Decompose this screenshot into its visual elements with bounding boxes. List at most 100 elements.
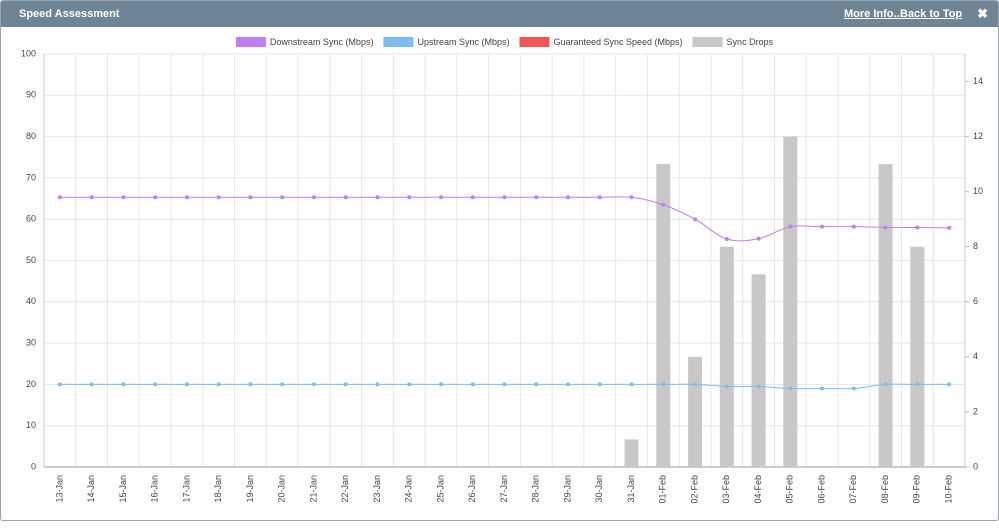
y2-tick-label: 10 — [973, 186, 983, 196]
x-tick-label: 27-Jan — [499, 475, 509, 503]
x-tick-label: 23-Jan — [372, 475, 382, 503]
point — [724, 237, 729, 242]
y-tick-label: 40 — [26, 296, 36, 306]
y-tick-label: 50 — [26, 255, 36, 265]
x-tick-label: 14-Jan — [86, 475, 96, 503]
more-info-link[interactable]: More Info... — [844, 8, 903, 20]
point — [438, 195, 443, 200]
legend: Downstream Sync (Mbps) Upstream Sync (Mbp… — [235, 37, 774, 47]
y-tick-label: 10 — [26, 420, 36, 430]
point — [248, 382, 253, 387]
x-tick-label: 29-Jan — [562, 475, 572, 503]
point — [915, 382, 920, 387]
point — [121, 195, 126, 200]
x-tick-label: 31-Jan — [626, 475, 636, 503]
point — [947, 225, 952, 230]
point — [375, 195, 380, 200]
y2-tick-label: 0 — [973, 461, 978, 471]
panel-header: Speed Assessment More Info... Back to To… — [1, 1, 998, 27]
x-tick-label: 25-Jan — [435, 475, 445, 503]
legend-swatch — [692, 37, 723, 47]
y-tick-label: 70 — [26, 172, 36, 182]
x-tick-label: 08-Feb — [880, 475, 890, 504]
point — [693, 217, 698, 222]
x-tick-label: 16-Jan — [150, 475, 160, 503]
y2-tick-label: 4 — [973, 351, 978, 361]
point — [343, 195, 348, 200]
panel-title: Speed Assessment — [19, 8, 120, 20]
y-tick-label: 30 — [26, 337, 36, 347]
x-tick-label: 24-Jan — [404, 475, 414, 503]
point — [820, 386, 825, 391]
bar — [910, 246, 925, 467]
bar — [656, 164, 671, 467]
x-tick-label: 02-Feb — [689, 475, 699, 504]
point — [216, 195, 221, 200]
point — [534, 382, 539, 387]
x-tick-label: 21-Jan — [308, 475, 318, 503]
point — [851, 386, 856, 391]
x-tick-label: 28-Jan — [531, 475, 541, 503]
point — [184, 382, 189, 387]
point — [57, 195, 62, 200]
point — [407, 382, 412, 387]
point — [724, 384, 729, 389]
point — [756, 384, 761, 389]
point — [153, 382, 158, 387]
point — [597, 195, 602, 200]
point — [788, 224, 793, 229]
point — [597, 382, 602, 387]
point — [216, 382, 221, 387]
point — [883, 382, 888, 387]
y-tick-label: 0 — [31, 461, 36, 471]
point — [57, 382, 62, 387]
x-tick-label: 17-Jan — [181, 475, 191, 503]
bar — [878, 164, 893, 467]
x-tick-label: 01-Feb — [658, 475, 668, 504]
y2-tick-label: 14 — [973, 76, 983, 86]
point — [820, 224, 825, 229]
bar — [783, 136, 798, 467]
point — [311, 382, 316, 387]
point — [470, 382, 475, 387]
legend-label: Upstream Sync (Mbps) — [417, 37, 509, 47]
point — [184, 195, 189, 200]
point — [89, 382, 94, 387]
point — [566, 195, 571, 200]
point — [629, 382, 634, 387]
bar — [719, 246, 734, 467]
x-tick-label: 09-Feb — [912, 475, 922, 504]
legend-label: Downstream Sync (Mbps) — [270, 37, 374, 47]
x-tick-label: 04-Feb — [753, 475, 763, 504]
y2-tick-label: 12 — [973, 131, 983, 141]
point — [311, 195, 316, 200]
x-tick-label: 03-Feb — [721, 475, 731, 504]
point — [343, 382, 348, 387]
point — [89, 195, 94, 200]
point — [534, 195, 539, 200]
x-tick-label: 06-Feb — [816, 475, 826, 504]
point — [756, 236, 761, 241]
point — [248, 195, 253, 200]
close-button[interactable]: ✖ — [977, 6, 988, 21]
x-tick-label: 22-Jan — [340, 475, 350, 503]
point — [915, 225, 920, 230]
x-tick-label: 20-Jan — [277, 475, 287, 503]
point — [947, 382, 952, 387]
point — [280, 195, 285, 200]
point — [375, 382, 380, 387]
x-tick-label: 30-Jan — [594, 475, 604, 503]
legend-label: Sync Drops — [727, 37, 774, 47]
point — [280, 382, 285, 387]
back-to-top-link[interactable]: Back to Top — [900, 8, 963, 20]
point — [851, 224, 856, 229]
point — [629, 195, 634, 200]
point — [566, 382, 571, 387]
point — [502, 195, 507, 200]
x-tick-label: 26-Jan — [467, 475, 477, 503]
point — [661, 382, 666, 387]
y-tick-label: 20 — [26, 379, 36, 389]
point — [788, 386, 793, 391]
